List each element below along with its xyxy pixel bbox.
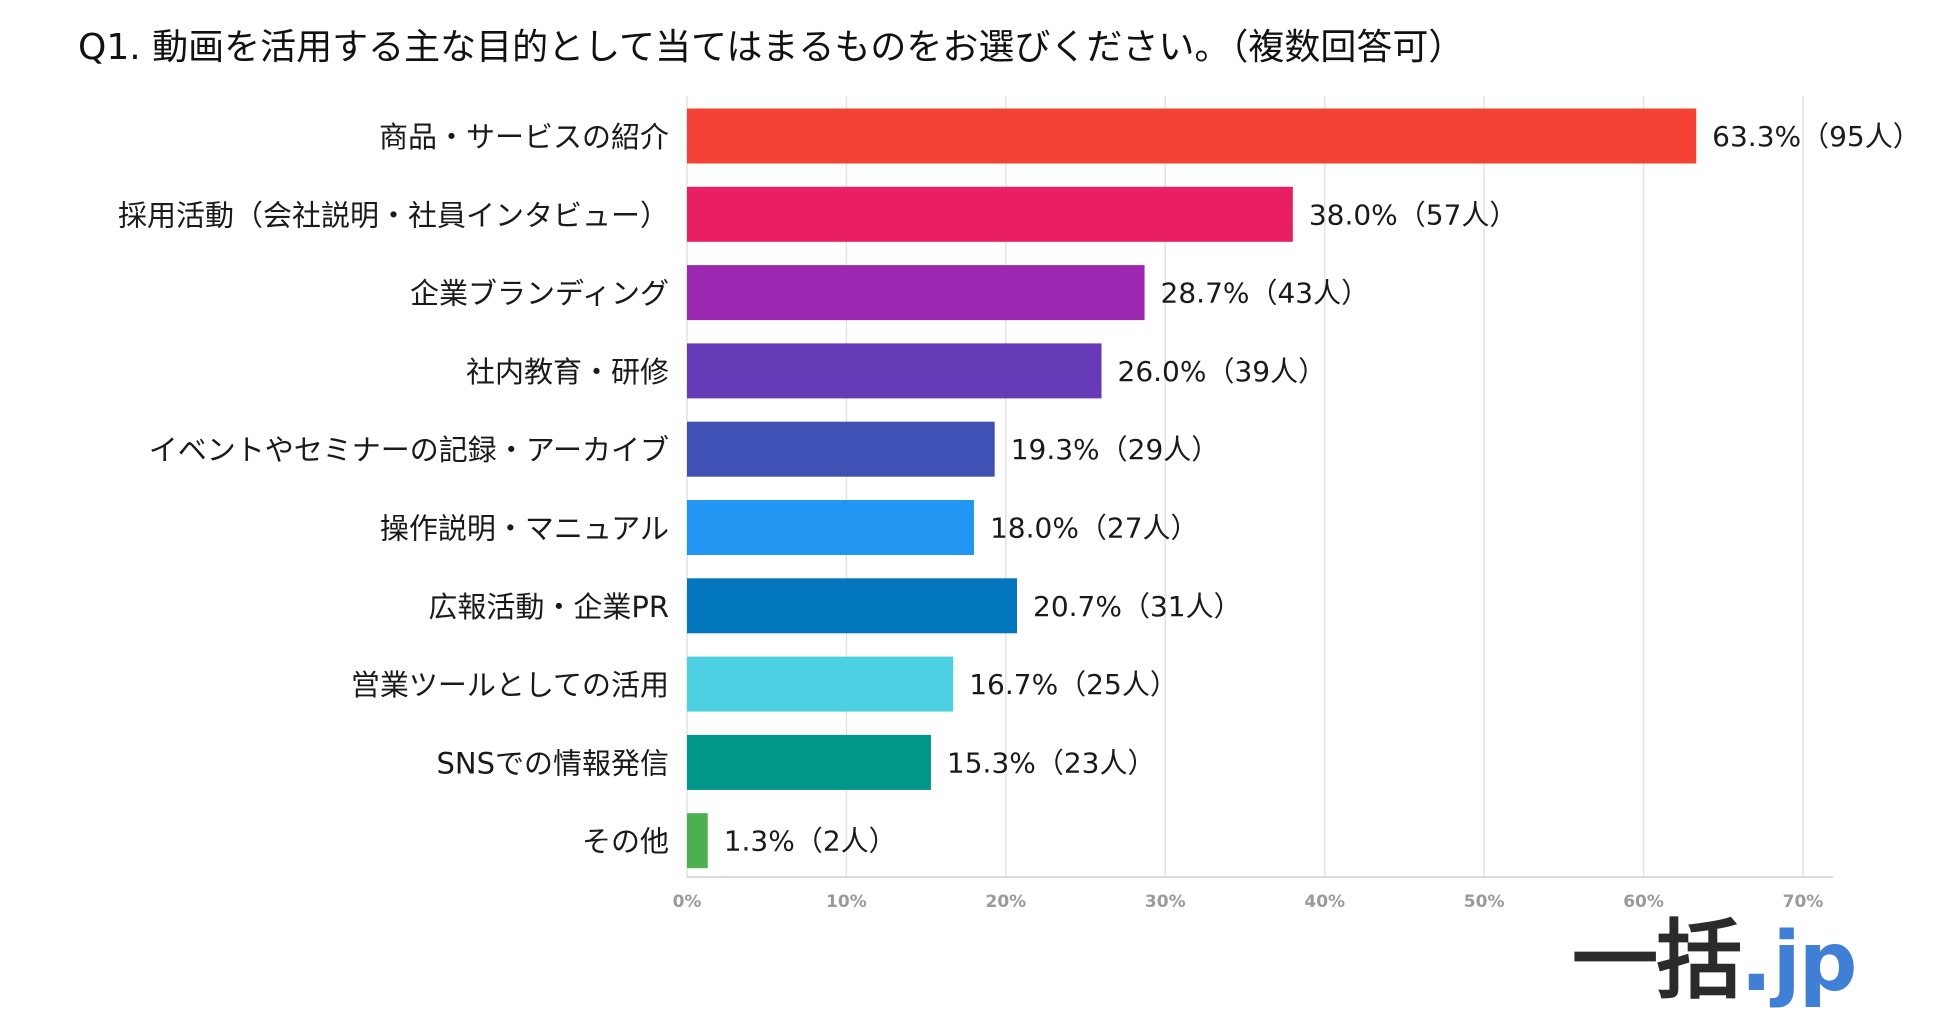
logo-dot: . [1740,911,1773,1011]
category-label: 社内教育・研修 [466,355,669,389]
bar [687,500,974,555]
x-tick-label: 10% [826,892,867,912]
x-tick-label: 40% [1304,892,1345,912]
data-label: 19.3%（29人） [1011,433,1220,466]
data-labels: 63.3%（95人） 38.0%（57人） 28.7%（43人） 26.0%（39人）… [724,120,1921,858]
data-label: 26.0%（39人） [1118,355,1327,388]
x-tick-label: 0% [673,892,702,912]
category-label: 操作説明・マニュアル [380,512,669,546]
bar [687,265,1145,321]
data-label: 38.0%（57人） [1309,198,1518,231]
data-label: 63.3%（95人） [1712,120,1921,153]
x-tick-label: 60% [1623,892,1664,912]
category-label: イベントやセミナーの記録・アーカイブ [149,433,669,467]
category-label: その他 [582,825,669,859]
data-label: 1.3%（2人） [724,825,897,858]
data-label: 15.3%（23人） [947,746,1156,779]
bar [687,734,931,790]
category-label: 商品・サービスの紹介 [379,120,669,154]
data-label: 16.7%（25人） [969,668,1178,701]
category-label: 広報活動・企業PR [428,590,669,624]
x-tick-label: 20% [986,892,1027,912]
bar [687,343,1102,399]
category-label: 企業ブランディング [410,277,669,311]
x-tick-label: 50% [1464,892,1505,912]
category-label: SNSでの情報発信 [436,746,669,780]
bars [687,108,1697,869]
category-label: 採用活動（会社説明・社員インタビュー） [118,198,669,232]
data-label: 18.0%（27人） [990,512,1199,545]
bar [687,421,995,477]
x-tick-label: 70% [1783,892,1824,912]
logo-tld-text: jp [1772,915,1858,1010]
data-label: 28.7%（43人） [1161,277,1370,310]
bar [687,108,1697,164]
bar [687,656,954,712]
bar [687,578,1018,634]
x-tick-labels: 0% 10% 20% 30% 40% 50% 60% 70% [673,892,1824,912]
data-label: 20.7%（31人） [1033,590,1242,623]
category-label: 営業ツールとしての活用 [351,668,669,702]
chart-title: Q1. 動画を活用する主な目的として当てはまるものをお選びください。（複数回答可… [78,27,1465,68]
x-tick-label: 30% [1145,892,1186,912]
bar [687,813,708,869]
logo-main-text: 一括 [1572,911,1742,1011]
bar [687,186,1293,242]
ikkatsu-logo: 一括.jp [1572,918,1857,1004]
